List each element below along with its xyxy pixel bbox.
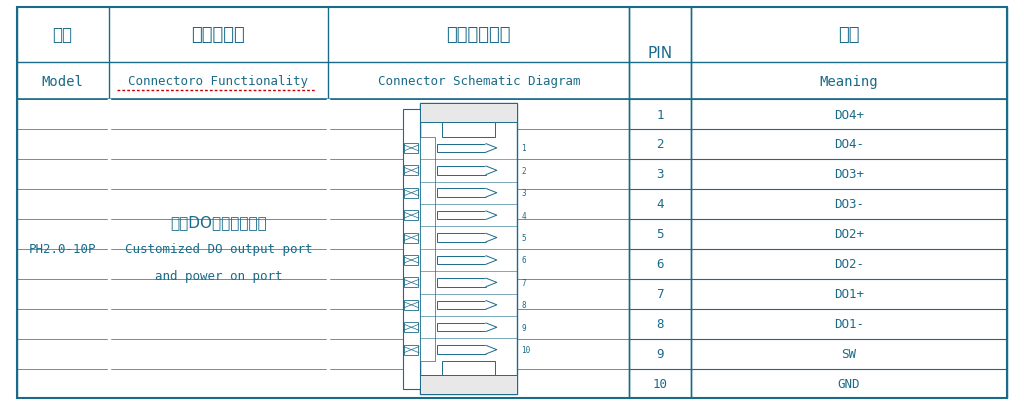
Text: 4: 4: [656, 198, 664, 211]
Text: 9: 9: [521, 323, 525, 332]
Bar: [404, 143, 419, 154]
Bar: [436, 301, 486, 309]
Text: 5: 5: [656, 228, 664, 241]
Bar: [404, 166, 419, 176]
Bar: [436, 144, 486, 153]
Polygon shape: [486, 211, 497, 220]
Text: PIN: PIN: [647, 46, 673, 61]
Text: DO1-: DO1-: [834, 317, 864, 330]
Bar: [436, 323, 486, 332]
Bar: [404, 233, 419, 243]
Text: DO2+: DO2+: [834, 228, 864, 241]
Bar: [436, 211, 486, 220]
Text: 1: 1: [656, 108, 664, 121]
Text: Customized DO output port: Customized DO output port: [125, 243, 312, 256]
Text: GND: GND: [838, 377, 860, 390]
Text: DO2-: DO2-: [834, 258, 864, 271]
Text: 6: 6: [656, 258, 664, 271]
Bar: [442, 123, 496, 138]
Text: Connectoro Functionality: Connectoro Functionality: [128, 75, 308, 88]
Text: 3: 3: [521, 189, 525, 198]
Polygon shape: [486, 323, 497, 332]
Text: 型号: 型号: [52, 26, 73, 44]
Bar: [420, 104, 517, 123]
Bar: [404, 211, 419, 221]
Polygon shape: [486, 256, 497, 265]
Text: 9: 9: [656, 347, 664, 360]
Text: Model: Model: [42, 74, 84, 88]
Text: 2: 2: [656, 138, 664, 151]
Text: 7: 7: [521, 278, 525, 287]
Bar: [436, 256, 486, 265]
Polygon shape: [486, 144, 497, 153]
Bar: [402, 110, 420, 389]
Text: DO3+: DO3+: [834, 168, 864, 181]
Bar: [442, 361, 496, 375]
Text: DO4-: DO4-: [834, 138, 864, 151]
Bar: [436, 346, 486, 354]
Text: 10: 10: [521, 345, 530, 354]
Text: 接插件示意图: 接插件示意图: [446, 26, 511, 44]
Polygon shape: [486, 166, 497, 175]
Text: Connector Schematic Diagram: Connector Schematic Diagram: [378, 75, 580, 88]
Bar: [404, 188, 419, 198]
Text: 4: 4: [521, 211, 525, 220]
Bar: [436, 278, 486, 287]
Text: 8: 8: [521, 301, 525, 310]
Text: 8: 8: [656, 317, 664, 330]
Text: 接插件功能: 接插件功能: [191, 26, 246, 44]
Text: 含义: 含义: [839, 26, 860, 44]
Text: DO1+: DO1+: [834, 287, 864, 300]
Text: 5: 5: [521, 233, 525, 242]
Text: DO3-: DO3-: [834, 198, 864, 211]
Polygon shape: [486, 346, 497, 354]
Text: Meaning: Meaning: [819, 74, 879, 88]
Bar: [420, 104, 517, 394]
Bar: [420, 375, 517, 394]
Polygon shape: [486, 234, 497, 242]
Bar: [404, 300, 419, 310]
Bar: [404, 323, 419, 332]
Text: 定制DO输出及开机口: 定制DO输出及开机口: [170, 215, 267, 230]
Polygon shape: [486, 189, 497, 197]
Text: SW: SW: [842, 347, 856, 360]
Text: DO4+: DO4+: [834, 108, 864, 121]
Text: 2: 2: [521, 166, 525, 176]
Bar: [436, 234, 486, 242]
Text: 6: 6: [521, 256, 525, 265]
Bar: [404, 345, 419, 355]
Text: and power on port: and power on port: [155, 269, 283, 282]
Bar: [436, 166, 486, 175]
Text: 1: 1: [521, 144, 525, 153]
Polygon shape: [486, 278, 497, 287]
Text: 10: 10: [652, 377, 668, 390]
Polygon shape: [486, 301, 497, 309]
Text: PH2.0-10P: PH2.0-10P: [29, 243, 96, 256]
Text: 3: 3: [656, 168, 664, 181]
Bar: [404, 278, 419, 288]
Text: 7: 7: [656, 287, 664, 300]
Bar: [404, 255, 419, 266]
Bar: [436, 189, 486, 197]
Bar: [420, 138, 434, 361]
